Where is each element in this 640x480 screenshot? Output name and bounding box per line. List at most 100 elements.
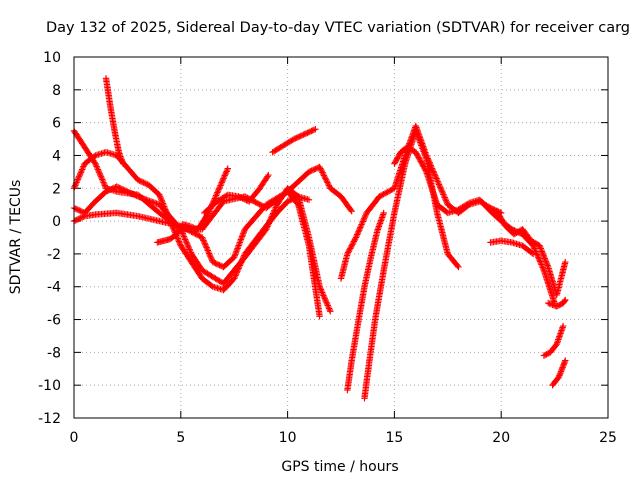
data-point — [544, 262, 551, 269]
data-point — [224, 165, 231, 172]
data-point — [350, 238, 357, 245]
data-point — [273, 202, 280, 210]
data-point — [307, 168, 314, 175]
data-point — [309, 127, 316, 134]
data-point — [308, 167, 315, 174]
data-point — [212, 193, 219, 201]
data-point — [322, 298, 330, 305]
data-point — [320, 170, 327, 178]
data-point — [116, 151, 124, 159]
data-point — [117, 185, 124, 192]
data-point — [347, 206, 354, 214]
y-tick-label: 4 — [52, 148, 61, 164]
data-point — [438, 188, 446, 195]
data-point — [325, 182, 333, 189]
data-point — [232, 251, 239, 258]
data-point — [431, 171, 438, 178]
data-point — [294, 200, 301, 207]
series-sat-j — [361, 127, 462, 402]
data-point — [142, 180, 150, 187]
data-point — [433, 176, 441, 184]
data-point — [217, 182, 224, 189]
data-point — [184, 242, 191, 249]
data-point — [186, 246, 193, 253]
data-point — [455, 263, 462, 271]
data-point — [156, 191, 163, 198]
data-point — [91, 153, 98, 160]
data-point — [214, 189, 221, 196]
data-point — [318, 168, 325, 175]
data-point — [196, 232, 203, 240]
data-point — [152, 199, 159, 207]
data-point — [558, 366, 565, 374]
data-point — [120, 186, 127, 193]
data-point — [72, 182, 79, 189]
data-point — [216, 185, 223, 192]
data-point — [301, 130, 308, 138]
data-point — [176, 239, 183, 246]
data-point — [384, 188, 391, 196]
data-point — [408, 133, 416, 140]
data-point — [80, 163, 87, 170]
data-point — [234, 243, 242, 251]
data-point — [542, 258, 550, 265]
data-point — [192, 230, 199, 238]
data-point — [204, 245, 211, 253]
data-point — [264, 223, 271, 230]
data-point — [326, 306, 333, 314]
grid-lines — [74, 57, 608, 418]
data-point — [212, 192, 220, 199]
data-point — [362, 212, 369, 219]
data-point — [231, 273, 238, 281]
data-point — [418, 139, 425, 146]
data-point — [354, 230, 361, 237]
data-point — [388, 186, 395, 193]
series-sat-k — [337, 122, 505, 282]
data-point — [347, 245, 354, 252]
data-point — [537, 259, 544, 267]
data-point — [429, 166, 436, 174]
data-point — [255, 200, 262, 207]
data-point — [109, 185, 116, 192]
plot-border — [73, 56, 609, 419]
data-point — [357, 222, 365, 230]
data-point — [124, 188, 131, 195]
y-tick-label: 2 — [52, 181, 61, 197]
data-point — [78, 167, 85, 175]
data-point — [75, 174, 82, 182]
y-tick-label: -8 — [47, 345, 61, 361]
data-point — [116, 184, 123, 192]
series-sat-b — [70, 149, 313, 294]
data-point — [319, 289, 326, 296]
series-sat-d — [70, 188, 323, 320]
data-point — [327, 308, 334, 315]
data-point — [140, 179, 147, 186]
data-point — [270, 208, 277, 216]
data-point — [361, 214, 368, 221]
data-point — [387, 187, 394, 194]
data-point — [202, 241, 209, 248]
data-point — [555, 336, 562, 343]
series-sat-g — [201, 171, 272, 217]
x-tick-label: 5 — [176, 430, 185, 446]
data-point — [379, 191, 386, 199]
y-tick-label: 6 — [52, 116, 61, 132]
data-point — [306, 128, 314, 135]
data-point — [380, 191, 387, 198]
data-point — [537, 258, 544, 265]
data-point — [416, 134, 424, 141]
data-point — [231, 254, 238, 261]
data-point — [206, 251, 213, 259]
data-point — [320, 292, 327, 299]
data-point — [92, 161, 100, 169]
data-point — [354, 231, 361, 238]
data-point — [157, 194, 164, 201]
data-point — [80, 213, 87, 220]
data-point — [79, 166, 86, 173]
data-point — [99, 176, 106, 183]
data-point — [199, 234, 206, 241]
data-point — [545, 299, 552, 307]
data-point — [294, 134, 302, 141]
data-point — [224, 166, 231, 174]
data-point — [376, 193, 383, 200]
